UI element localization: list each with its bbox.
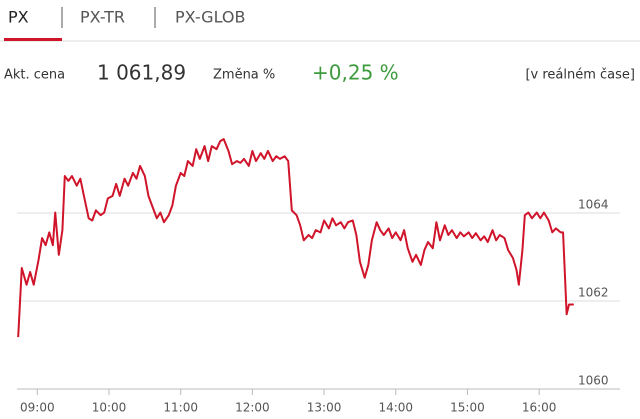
x-tick-label: 12:00	[235, 401, 270, 415]
realtime-note: [v reálném čase]	[525, 68, 635, 83]
price-label: Akt. cena	[4, 68, 65, 83]
x-tick-label: 15:00	[450, 401, 485, 415]
x-tick-label: 16:00	[522, 401, 557, 415]
x-tick-label: 10:00	[92, 401, 127, 415]
tab[interactable]: PX	[8, 8, 29, 27]
change: +0,25 %	[312, 61, 399, 85]
y-tick-label: 1064	[578, 198, 609, 212]
price-line	[17, 138, 574, 338]
x-tick-label: 14:00	[378, 401, 413, 415]
price: 1 061,89	[97, 61, 186, 85]
x-tick-label: 13:00	[307, 401, 342, 415]
x-tick-label: 09:00	[20, 401, 55, 415]
change-label: Změna %	[213, 68, 275, 83]
y-tick-label: 1062	[578, 286, 609, 300]
tab[interactable]: PX-GLOB	[175, 8, 245, 27]
y-tick-label: 1060	[578, 374, 609, 388]
tab[interactable]: PX-TR	[80, 8, 125, 27]
active-tab-underline	[4, 38, 62, 41]
x-tick-label: 11:00	[163, 401, 198, 415]
